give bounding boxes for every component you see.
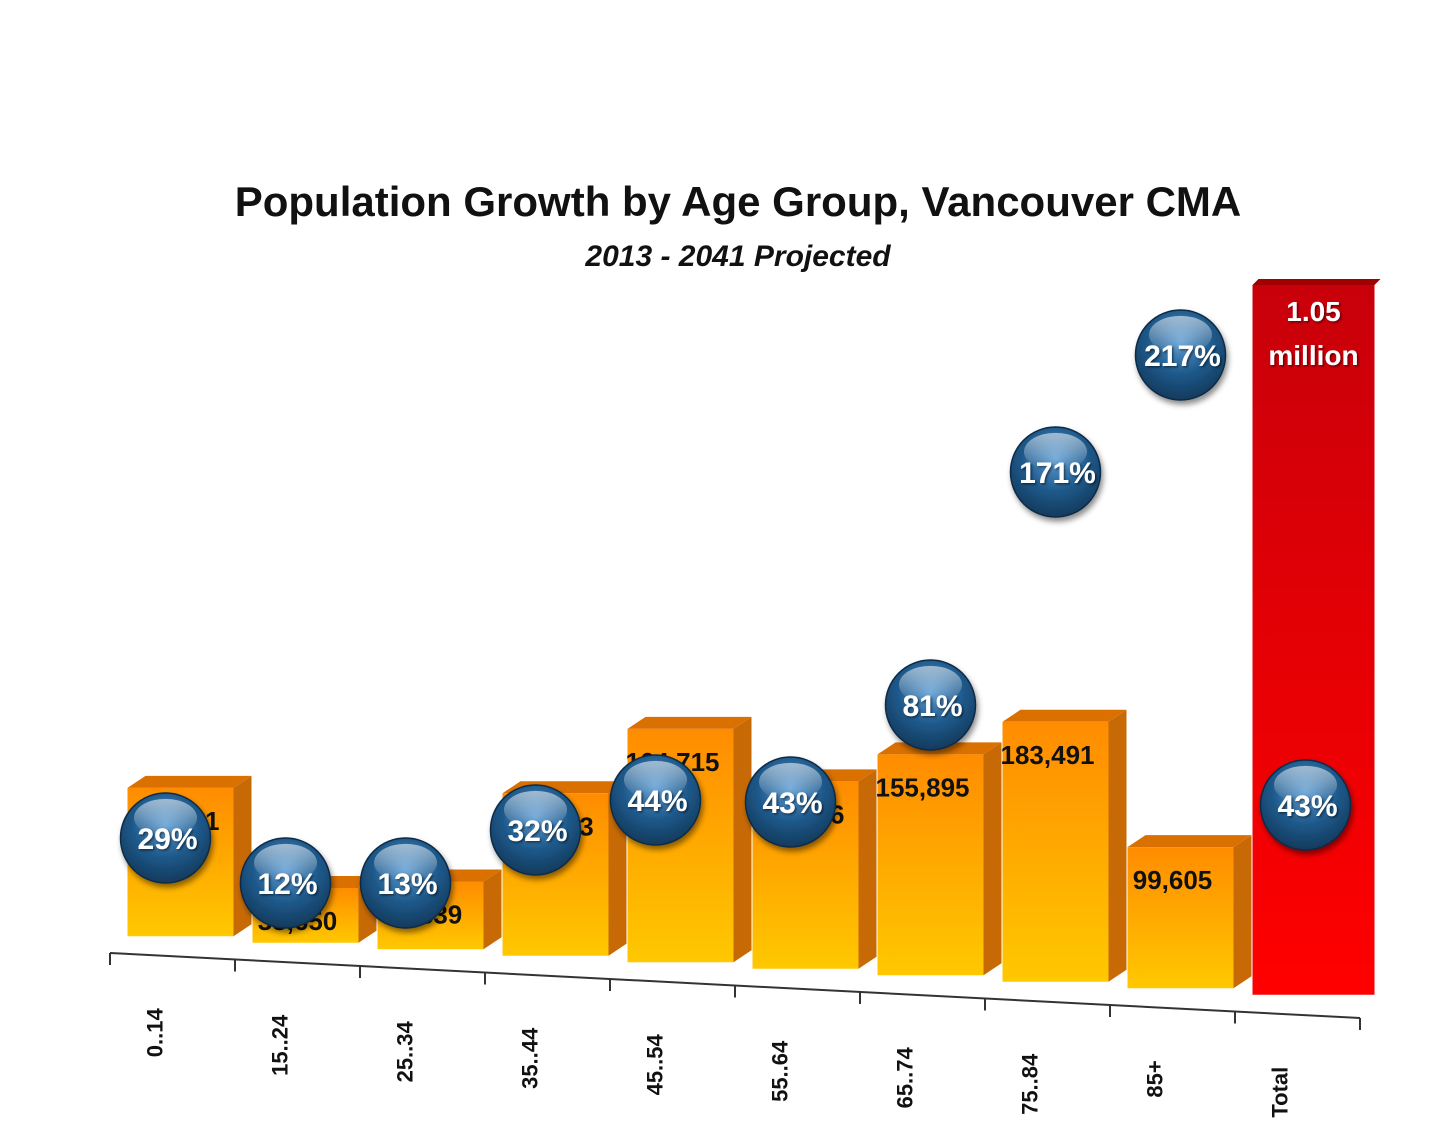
tick-label-total: Total [1268,1067,1293,1118]
value-label-total-line-1: 1.05 [1286,296,1341,327]
bar-cap-0-14 [127,775,252,788]
bar-65-74 [877,754,984,976]
tick-label-0-14: 0..14 [143,1007,168,1057]
bar-group [127,279,1381,995]
bubble-shine-85plus [1149,315,1212,354]
bubble-shine-75-84 [1024,432,1087,471]
growth-label-total: 43% [1277,790,1337,823]
bubble-shine-55-64 [759,762,822,801]
bubble-shine-total [1274,765,1337,804]
bubble-shine-15-24 [254,843,317,882]
bubble-shine-65-74 [899,665,962,704]
bar-cap-total [1252,279,1381,285]
growth-bubble-45-54: 44% [609,754,702,846]
growth-bubble-total: 43% [1259,759,1352,851]
value-label-total-line-2: million [1268,340,1358,371]
growth-label-35-44: 32% [507,815,567,848]
growth-bubble-65-74: 81% [884,659,977,751]
growth-bubble-15-24: 12% [239,837,332,929]
growth-label-45-54: 44% [627,785,687,818]
bar-cap-75-84 [1002,709,1127,722]
growth-bubble-0-14: 29% [119,792,212,884]
growth-label-65-74: 81% [902,690,962,723]
growth-bubble-25-34: 13% [359,837,452,929]
tick-label-65-74: 65..74 [893,1046,918,1108]
x-axis: 0..14 15..24 25..34 35..44 45..54 55..64 65..7… [109,952,1361,1118]
bar-cap-45-54 [627,716,752,729]
tick-label-75-84: 75..84 [1018,1053,1043,1115]
bubble-shine-0-14 [134,798,197,837]
growth-bubble-85plus: 217% [1134,309,1227,401]
value-label-65-74: 155,895 [876,772,970,802]
bubble-shine-35-44 [504,790,567,829]
chart-subtitle: 2013 - 2041 Projected [584,240,891,273]
tick-label-35-44: 35..44 [518,1027,543,1089]
bar-side-25-34 [483,869,502,950]
growth-label-55-64: 43% [762,787,822,820]
bar-85plus [1127,847,1234,989]
growth-label-75-84: 171% [1019,457,1096,490]
bubble-shine-45-54 [624,760,687,799]
growth-bubble-55-64: 43% [744,756,837,848]
bar-side-45-54 [733,716,752,963]
tick-label-45-54: 45..54 [643,1033,668,1095]
bubble-shine-25-34 [374,843,437,882]
bar-side-85plus [1233,835,1252,989]
tick-label-25-34: 25..34 [393,1020,418,1082]
value-label-75-84: 183,491 [1001,740,1095,770]
bar-cap-85plus [1127,835,1252,848]
tick-label-15-24: 15..24 [268,1014,293,1076]
growth-label-85plus: 217% [1144,340,1221,373]
growth-label-25-34: 13% [377,868,437,901]
growth-bubble-75-84: 171% [1009,426,1102,518]
bar-side-75-84 [1108,709,1127,982]
chart-title: Population Growth by Age Group, Vancouve… [235,178,1242,225]
value-label-85plus: 99,605 [1133,865,1213,895]
tick-label-85plus: 85+ [1143,1060,1168,1097]
bar-side-55-64 [858,769,877,969]
growth-bubble-35-44: 32% [489,784,582,876]
growth-label-0-14: 29% [137,823,197,856]
bar-75-84 [1002,721,1109,982]
bar-total [1252,285,1375,995]
growth-bubbles: 29% 12% 13% 32% 44% 43% 81% 171% 217% 43% [119,309,1352,929]
tick-label-55-64: 55..64 [768,1040,793,1102]
growth-label-15-24: 12% [257,868,317,901]
bar-side-65-74 [983,742,1002,976]
